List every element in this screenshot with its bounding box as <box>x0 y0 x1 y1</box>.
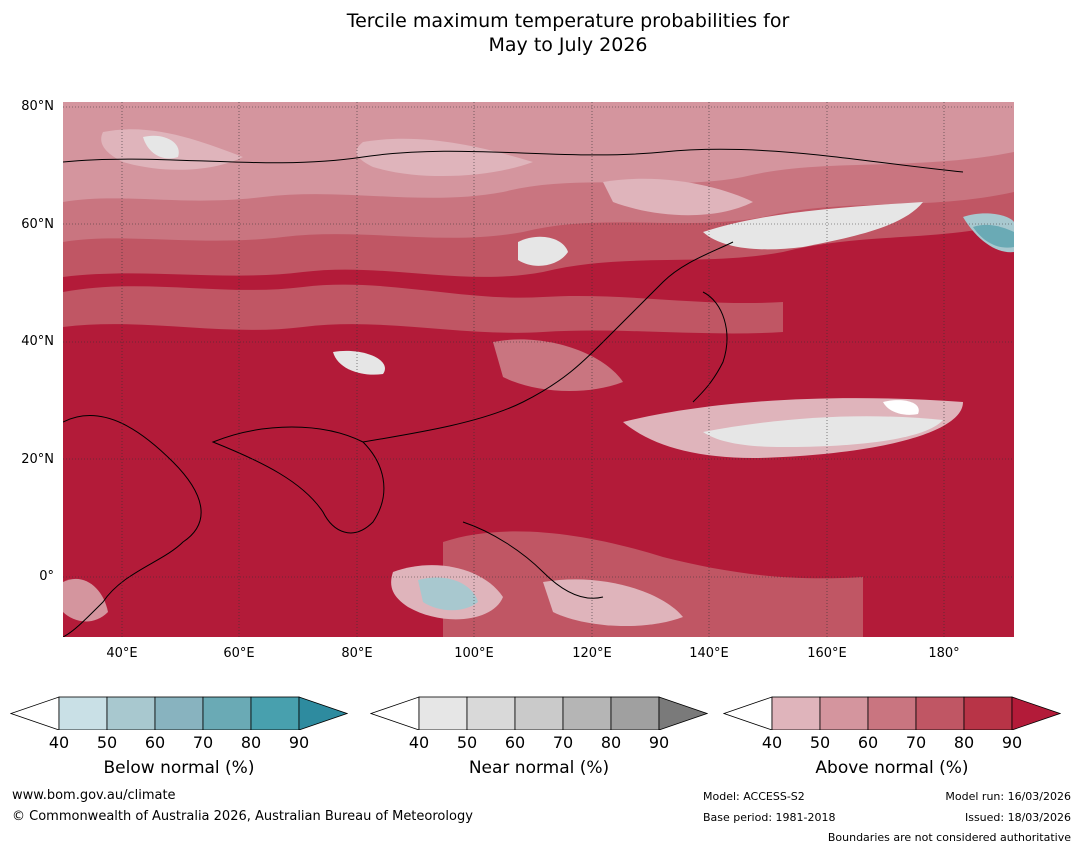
colorbar-segment <box>106 696 156 730</box>
coast-japan <box>692 291 728 403</box>
tick-above-60: 60 <box>857 733 879 752</box>
base-period-text: Base period: 1981-2018 <box>703 811 836 824</box>
colorbar-segment <box>562 696 612 730</box>
map-region-north-3 <box>63 102 1014 202</box>
colorbar-extend-high <box>658 696 708 730</box>
colorbar-segment <box>466 696 516 730</box>
colorbar-above-label: Above normal (%) <box>815 758 969 778</box>
colorbar-extend-low <box>10 696 60 730</box>
tick-near-70: 70 <box>552 733 574 752</box>
map-region-ne-below-strong <box>973 224 1014 248</box>
lon-label-160e: 160°E <box>807 646 847 661</box>
tick-above-50: 50 <box>809 733 831 752</box>
tick-above-90: 90 <box>1001 733 1023 752</box>
lat-label-0: 0° <box>39 569 54 584</box>
gridlines <box>63 102 1014 637</box>
colorbar-above-normal <box>723 696 1061 730</box>
coast-arctic <box>63 148 964 173</box>
map-region-maritime <box>443 531 863 637</box>
colorbar-near-label: Near normal (%) <box>468 758 610 778</box>
colorbar-segment <box>514 696 564 730</box>
tick-below-80: 80 <box>240 733 262 752</box>
map-region-sumatra-below <box>418 577 478 611</box>
lon-label-180: 180° <box>928 646 960 661</box>
colorbar-segment <box>58 696 108 730</box>
tick-near-80: 80 <box>600 733 622 752</box>
tick-below-50: 50 <box>96 733 118 752</box>
lon-label-60e: 60°E <box>223 646 255 661</box>
model-run-text: Model run: 16/03/2026 <box>945 790 1071 803</box>
disclaimer-text: Boundaries are not considered authoritat… <box>827 831 1071 844</box>
tick-above-80: 80 <box>953 733 975 752</box>
map-title: Tercile maximum temperature probabilitie… <box>0 9 1081 57</box>
map-region-ne-near <box>703 202 923 250</box>
lon-label-140e: 140°E <box>689 646 729 661</box>
colorbar-segment <box>771 696 821 730</box>
tick-below-90: 90 <box>288 733 310 752</box>
coast-africa-arabia <box>63 415 202 637</box>
copyright-text: © Commonwealth of Australia 2026, Austra… <box>12 809 473 824</box>
colorbar-segment <box>154 696 204 730</box>
map-region-siberia-east <box>603 178 753 216</box>
colorbar-segment <box>819 696 869 730</box>
lon-label-120e: 120°E <box>572 646 612 661</box>
lon-label-80e: 80°E <box>341 646 373 661</box>
lat-label-80n: 80°N <box>21 99 54 114</box>
tick-near-40: 40 <box>408 733 430 752</box>
lat-label-40n: 40°N <box>21 334 54 349</box>
probability-map <box>63 102 1014 637</box>
colorbar-extend-low <box>370 696 420 730</box>
colorbar-segment <box>418 696 468 730</box>
model-text: Model: ACCESS-S2 <box>703 790 805 803</box>
map-region-china-interior <box>493 339 623 392</box>
colorbar-extend-high <box>298 696 348 730</box>
lat-label-20n: 20°N <box>21 452 54 467</box>
colorbar-segment <box>963 696 1013 730</box>
colorbar-extend-high <box>1011 696 1061 730</box>
lon-label-40e: 40°E <box>106 646 138 661</box>
colorbar-segment <box>250 696 300 730</box>
map-region-mid-band <box>63 284 783 334</box>
map-region-nw-near <box>143 135 179 159</box>
title-line-1: Tercile maximum temperature probabilitie… <box>346 10 790 32</box>
tick-near-90: 90 <box>648 733 670 752</box>
colorbar-segment <box>915 696 965 730</box>
map-region-africa-coast <box>63 578 108 622</box>
tick-below-40: 40 <box>48 733 70 752</box>
colorbar-segment <box>610 696 660 730</box>
map-region-baikal <box>518 236 568 266</box>
tick-near-50: 50 <box>456 733 478 752</box>
coast-se-asia <box>462 521 604 599</box>
tick-above-70: 70 <box>905 733 927 752</box>
map-region-pacific-near <box>703 416 943 447</box>
map-region-java-light <box>543 579 683 627</box>
lon-label-100e: 100°E <box>454 646 494 661</box>
map-region-pacific-white <box>883 400 919 415</box>
colorbar-extend-low <box>723 696 773 730</box>
tick-above-40: 40 <box>761 733 783 752</box>
colorbar-segment <box>867 696 917 730</box>
map-region-siberia-light <box>356 138 533 177</box>
tick-below-60: 60 <box>144 733 166 752</box>
colorbar-below-label: Below normal (%) <box>103 758 255 778</box>
lat-label-60n: 60°N <box>21 217 54 232</box>
colorbar-below-normal <box>10 696 348 730</box>
coast-east-asia <box>362 241 734 443</box>
tick-near-60: 60 <box>504 733 526 752</box>
colorbar-segment <box>202 696 252 730</box>
coast-india <box>211 426 385 534</box>
colorbar-near-normal <box>370 696 708 730</box>
title-line-2: May to July 2026 <box>488 34 648 56</box>
tick-below-70: 70 <box>192 733 214 752</box>
issued-text: Issued: 18/03/2026 <box>964 811 1071 824</box>
website-link[interactable]: www.bom.gov.au/climate <box>12 788 176 803</box>
map-region-tibet <box>333 350 385 375</box>
